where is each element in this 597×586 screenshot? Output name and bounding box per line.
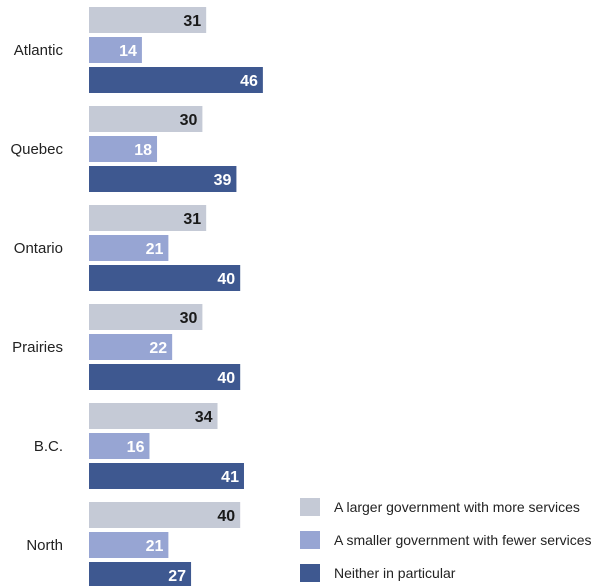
legend-swatch (300, 531, 320, 549)
bar-value-label: 22 (149, 340, 167, 357)
bar-atlantic-series-3 (89, 67, 263, 93)
legend: A larger government with more services A … (300, 498, 592, 582)
legend-label: Neither in particular (334, 565, 456, 581)
bar-value-label: 21 (146, 241, 164, 258)
bar-b-c--series-1 (89, 403, 218, 429)
bar-value-label: 27 (168, 568, 186, 585)
bar-value-label: 21 (146, 538, 164, 555)
bar-b-c--series-3 (89, 463, 244, 489)
bar-value-label: 41 (221, 469, 239, 486)
category-label: North (26, 537, 63, 554)
bar-ontario-series-1 (89, 205, 207, 231)
bar-ontario-series-2 (89, 235, 169, 261)
bar-value-label: 40 (217, 370, 235, 387)
category-label: Quebec (10, 141, 63, 158)
bar-ontario-series-3 (89, 265, 241, 291)
legend-swatch (300, 564, 320, 582)
bar-prairies-series-3 (89, 364, 241, 390)
bar-value-label: 30 (180, 310, 198, 327)
bar-value-label: 16 (127, 439, 145, 456)
category-label: Atlantic (14, 42, 64, 59)
bar-b-c--series-2 (89, 433, 150, 459)
bar-north-series-1 (89, 502, 241, 528)
category-label: B.C. (34, 438, 63, 455)
bar-prairies-series-1 (89, 304, 203, 330)
bar-value-label: 31 (183, 211, 201, 228)
bar-north-series-2 (89, 532, 169, 558)
bar-quebec-series-3 (89, 166, 237, 192)
bar-north-series-3 (89, 562, 192, 586)
bar-value-label: 30 (180, 112, 198, 129)
bar-atlantic-series-2 (89, 37, 142, 63)
legend-label: A larger government with more services (334, 499, 580, 515)
legend-label: A smaller government with fewer services (334, 532, 592, 548)
bar-value-label: 18 (134, 142, 152, 159)
bar-value-label: 34 (195, 409, 213, 426)
bar-quebec-series-1 (89, 106, 203, 132)
bar-atlantic-series-1 (89, 7, 207, 33)
bar-value-label: 46 (240, 73, 258, 90)
bar-value-label: 40 (217, 508, 235, 525)
bar-value-label: 40 (217, 271, 235, 288)
bar-value-label: 31 (183, 13, 201, 30)
bar-value-label: 14 (119, 43, 137, 60)
bar-prairies-series-2 (89, 334, 173, 360)
legend-swatch (300, 498, 320, 516)
bar-value-label: 39 (214, 172, 232, 189)
category-labels: Atlantic Quebec Ontario Prairies B.C. North (10, 42, 63, 554)
bar-quebec-series-2 (89, 136, 158, 162)
category-label: Ontario (14, 240, 63, 257)
category-label: Prairies (12, 339, 63, 356)
